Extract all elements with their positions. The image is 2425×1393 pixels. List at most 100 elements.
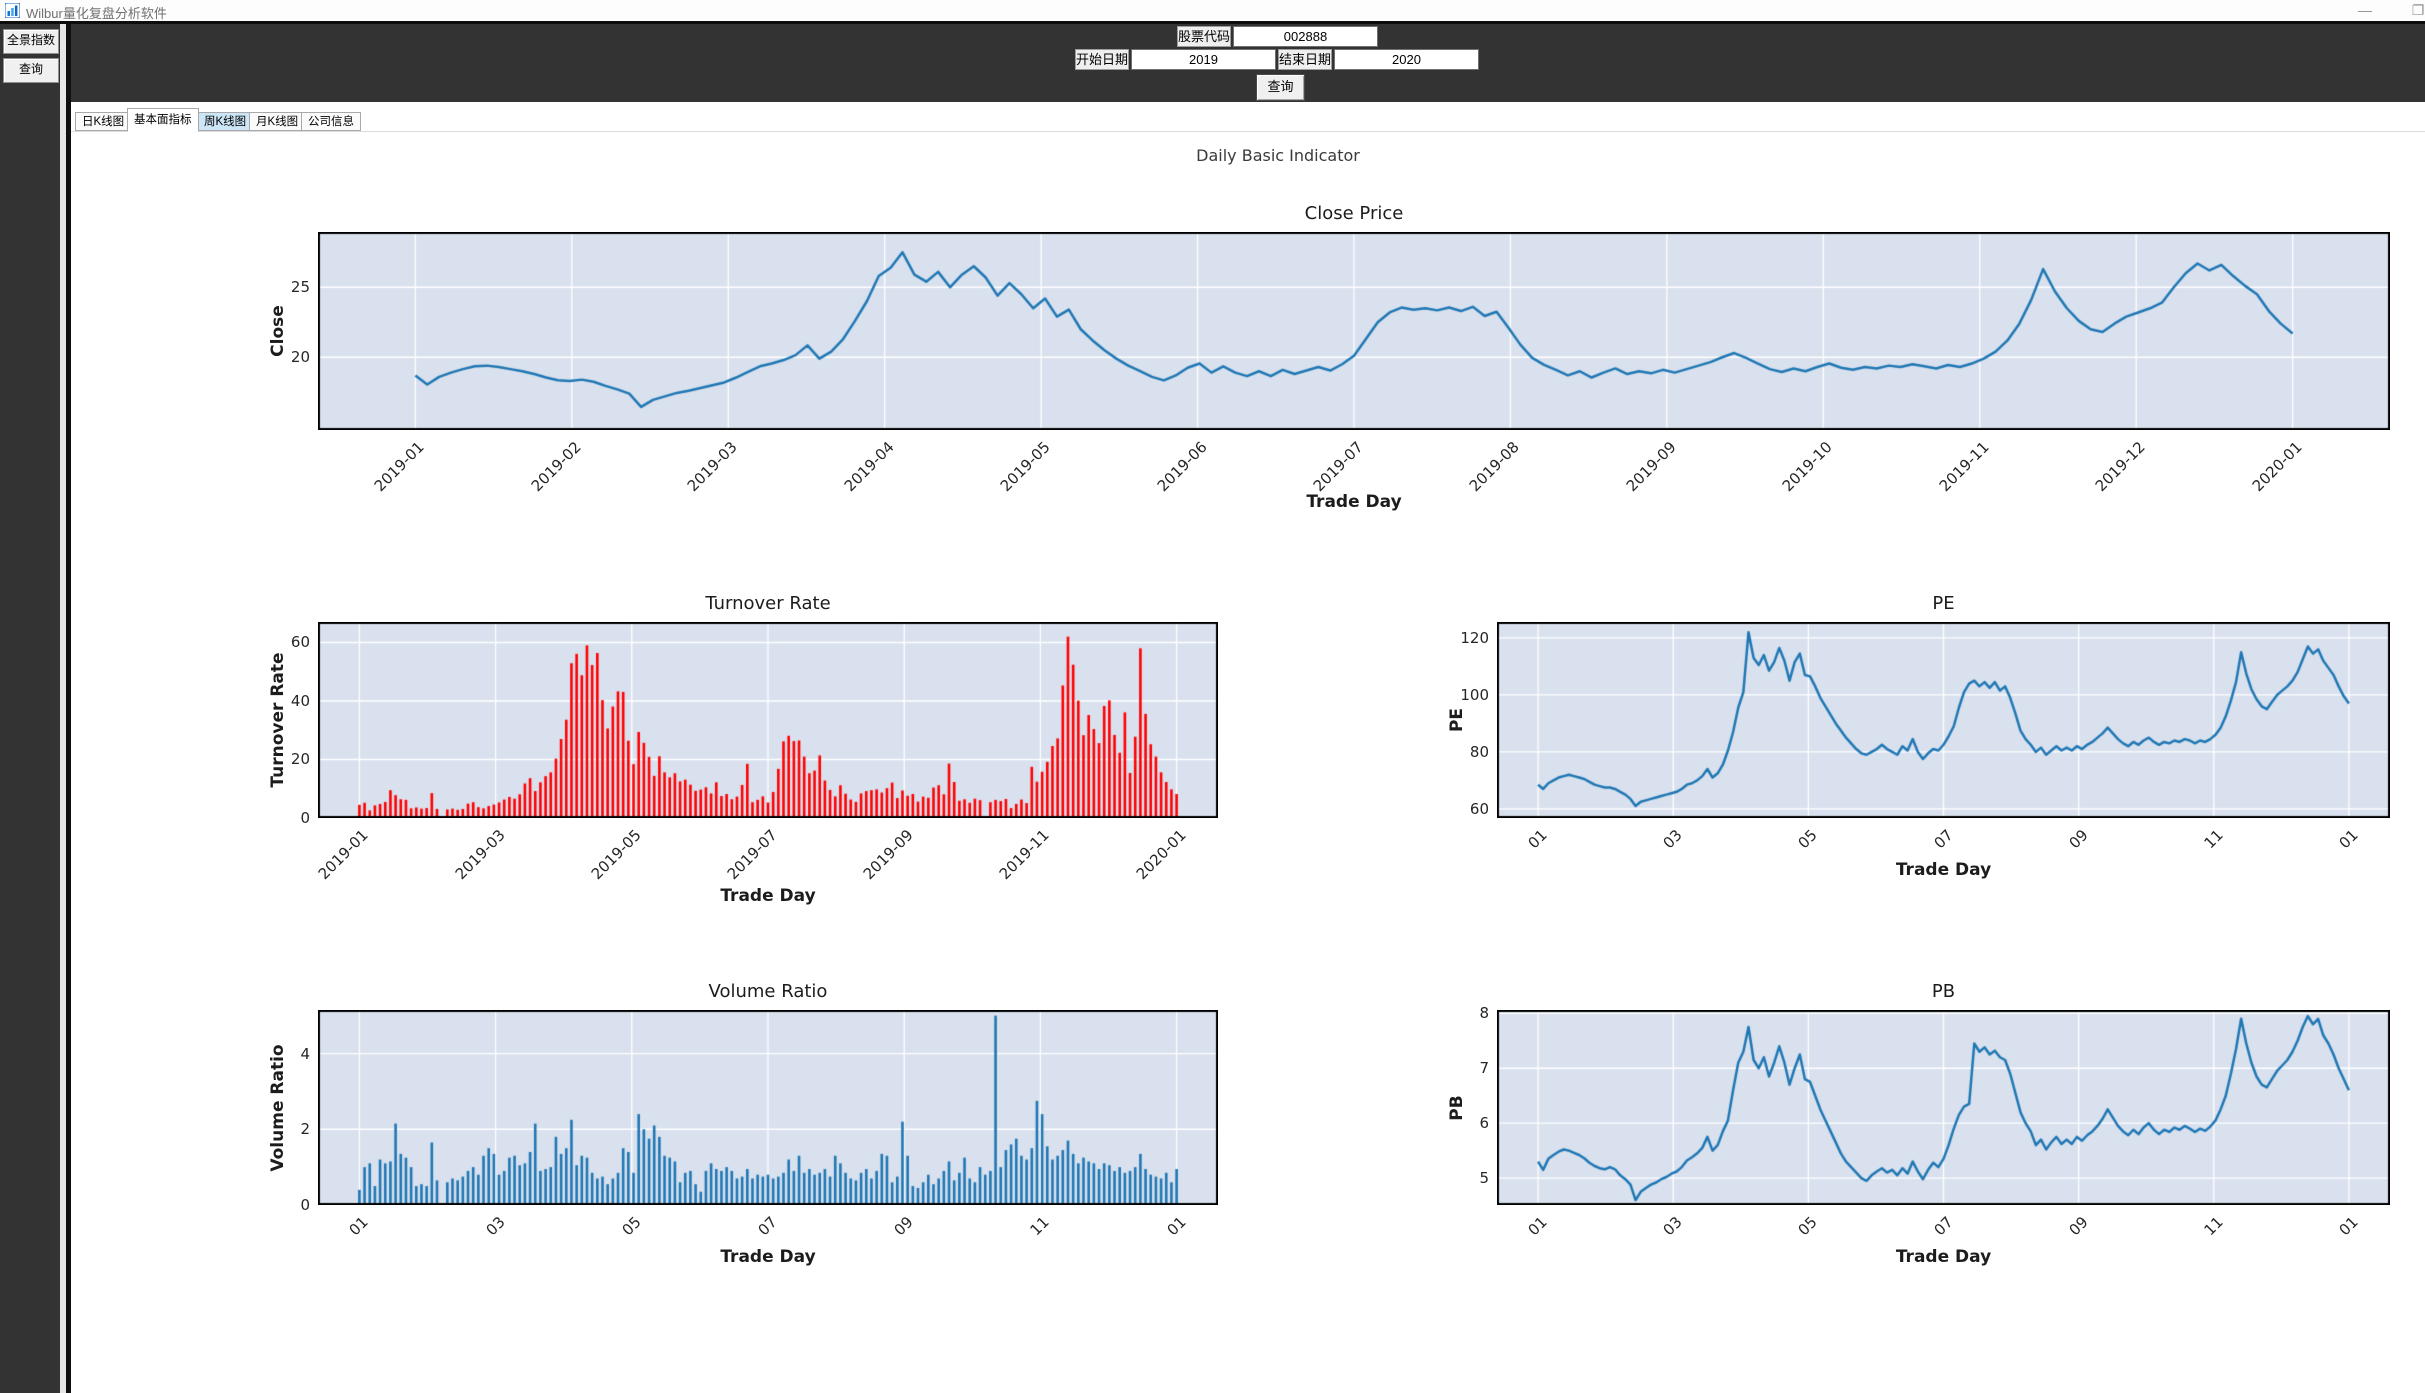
y-tick-label: 60: [290, 633, 310, 652]
x-tick-label: 09: [890, 1213, 917, 1240]
titlebar: Wilbur量化复盘分析软件 — ❐: [0, 0, 2425, 21]
volume-ratio-plot: [318, 1010, 1218, 1205]
y-tick-label: 0: [300, 1196, 310, 1214]
x-tick-label: 2019-01: [315, 826, 373, 884]
start-date-input[interactable]: [1131, 49, 1276, 70]
x-tick-label: 2019-04: [840, 438, 898, 496]
window-frame-line: [0, 21, 2425, 24]
chart-title: Turnover Rate: [705, 593, 831, 614]
chart-title: Close Price: [1304, 203, 1404, 224]
sidebar: 全景指数 查询: [0, 24, 60, 1393]
topbar: 股票代码 开始日期 结束日期 查询: [71, 24, 2425, 102]
x-tick-label: 2020-01: [1132, 826, 1190, 884]
tab-daily-k[interactable]: 日K线图: [75, 112, 132, 131]
pe-plot: [1497, 622, 2390, 818]
x-tick-label: 07: [1929, 826, 1957, 853]
y-tick-label: 100: [1460, 685, 1489, 704]
chart-title: PB: [1931, 981, 1956, 1002]
x-tick-label: 2019-07: [723, 826, 781, 884]
maximize-button[interactable]: ❐: [2411, 2, 2425, 18]
x-tick-label: 2019-03: [683, 438, 741, 496]
x-tick-label: 01: [1163, 1213, 1190, 1240]
x-tick-label: 01: [2335, 826, 2362, 853]
chart-ylabel: Close: [268, 305, 288, 357]
y-tick-label: 6: [1479, 1114, 1489, 1133]
x-tick-label: 03: [482, 1213, 509, 1240]
y-tick-label: 0: [300, 809, 310, 827]
x-tick-label: 2019-05: [587, 826, 645, 884]
x-tick-label: 2019-01: [371, 438, 429, 496]
chart-xlabel: Trade Day: [720, 1247, 816, 1267]
x-tick-label: 2020-01: [2248, 438, 2306, 496]
y-tick-label: 40: [290, 691, 310, 710]
tab-bar: 日K线图 基本面指标 周K线图 月K线图 公司信息: [71, 102, 2425, 132]
chart-xlabel: Trade Day: [1895, 1247, 1992, 1267]
chart-ylabel: Turnover Rate: [268, 652, 288, 788]
x-tick-label: 01: [1524, 826, 1551, 853]
x-tick-label: 01: [1524, 1213, 1551, 1240]
y-tick-label: 2: [300, 1120, 310, 1139]
y-tick-label: 7: [1479, 1059, 1489, 1078]
y-tick-label: 80: [1469, 742, 1489, 761]
chart-ylabel: Volume Ratio: [268, 1043, 288, 1172]
pb-plot: [1497, 1010, 2390, 1205]
x-tick-label: 2019-07: [1309, 438, 1367, 496]
x-tick-label: 03: [1659, 826, 1686, 853]
chart-xlabel: Trade Day: [1306, 492, 1402, 512]
x-tick-label: 2019-10: [1778, 438, 1837, 496]
x-tick-label: 2019-11: [1935, 438, 1993, 496]
tab-fundamental[interactable]: 基本面指标: [127, 108, 199, 132]
chart-xlabel: Trade Day: [1895, 860, 1992, 880]
tab-weekly-k[interactable]: 周K线图: [197, 112, 254, 131]
query-button[interactable]: 查询: [1256, 74, 1305, 101]
y-tick-label: 8: [1479, 1004, 1489, 1023]
x-tick-label: 05: [1794, 1213, 1822, 1240]
stock-code-input[interactable]: [1233, 26, 1378, 47]
x-tick-label: 2019-06: [1153, 438, 1211, 496]
x-tick-label: 03: [1659, 1213, 1686, 1240]
sidebar-divider-line: [66, 24, 71, 1393]
tab-monthly-k[interactable]: 月K线图: [249, 112, 306, 131]
window-title: Wilbur量化复盘分析软件: [26, 6, 167, 21]
x-tick-label: 2019-08: [1466, 438, 1524, 496]
minimize-button[interactable]: —: [2358, 2, 2372, 18]
y-tick-label: 20: [290, 348, 310, 367]
x-tick-label: 2019-02: [527, 438, 585, 496]
sidebar-divider-strip: [60, 24, 66, 1393]
end-date-label: 结束日期: [1278, 49, 1332, 70]
stock-code-label: 股票代码: [1177, 26, 1231, 47]
end-date-input[interactable]: [1334, 49, 1479, 70]
x-tick-label: 2019-09: [859, 826, 917, 884]
sidebar-button-query[interactable]: 查询: [3, 58, 59, 83]
y-tick-label: 5: [1479, 1169, 1489, 1188]
x-tick-label: 2019-03: [451, 826, 509, 884]
app-icon: [4, 2, 21, 19]
x-tick-label: 2019-05: [996, 438, 1054, 496]
tab-company-info[interactable]: 公司信息: [301, 112, 361, 131]
y-tick-label: 20: [290, 750, 310, 769]
x-tick-label: 05: [618, 1213, 645, 1240]
y-tick-label: 120: [1460, 628, 1489, 647]
x-tick-label: 09: [2065, 1213, 2092, 1240]
start-date-label: 开始日期: [1075, 49, 1129, 70]
x-tick-label: 11: [2200, 1213, 2227, 1240]
close-price-plot: [318, 232, 2390, 430]
y-tick-label: 25: [290, 278, 310, 297]
sidebar-button-panorama-index[interactable]: 全景指数: [3, 29, 59, 54]
x-tick-label: 2019-12: [2091, 438, 2149, 496]
x-tick-label: 05: [1794, 826, 1822, 853]
x-tick-label: 2019-09: [1622, 438, 1680, 496]
x-tick-label: 11: [2200, 826, 2227, 853]
x-tick-label: 11: [1026, 1213, 1054, 1240]
chart-xlabel: Trade Day: [720, 886, 816, 906]
x-tick-label: 2019-11: [996, 826, 1054, 884]
x-tick-label: 07: [1929, 1213, 1957, 1240]
x-tick-label: 01: [2335, 1213, 2362, 1240]
y-tick-label: 4: [300, 1044, 310, 1063]
x-tick-label: 09: [2065, 826, 2092, 853]
chart-ylabel: PB: [1447, 1094, 1467, 1121]
x-tick-label: 07: [754, 1213, 781, 1240]
x-tick-label: 01: [345, 1213, 373, 1240]
